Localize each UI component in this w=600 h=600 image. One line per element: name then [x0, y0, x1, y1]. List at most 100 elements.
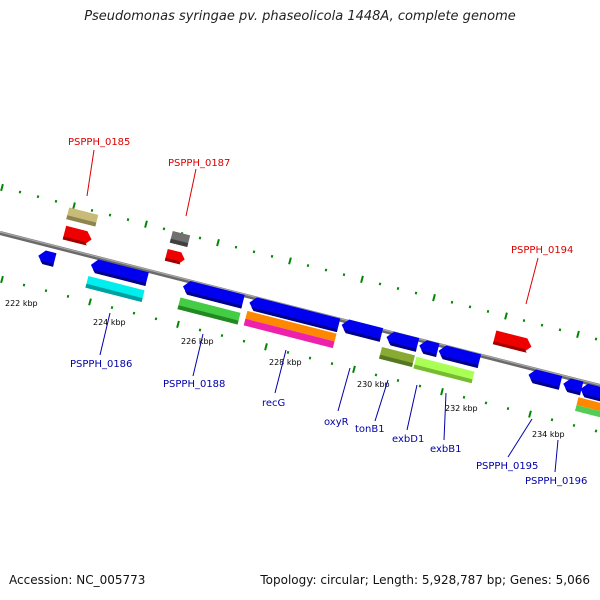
tick-mark — [252, 250, 256, 254]
map-title: Pseudomonas syringae pv. phaseolicola 14… — [84, 9, 516, 24]
tick-mark — [396, 287, 400, 290]
tick-mark — [528, 410, 532, 418]
gene-feature-pspph-0185-b[interactable] — [62, 225, 94, 246]
tick-mark — [572, 423, 576, 427]
tick-mark — [308, 356, 312, 360]
tick-mark — [506, 407, 510, 411]
tick-mark — [374, 373, 378, 377]
label-leader-line — [192, 333, 204, 377]
gene-feature-pspph-0186-b[interactable] — [85, 276, 145, 302]
gene-feature-recg-a[interactable] — [248, 296, 341, 333]
kbp-tick-label: 232 kbp — [445, 404, 478, 413]
tick-mark — [378, 282, 382, 286]
tick-mark — [484, 401, 488, 405]
gene-feature-tonb1-b[interactable] — [379, 346, 415, 368]
gene-feature-pspph-0188-b[interactable] — [177, 297, 241, 325]
gene-label-pspph-0187[interactable]: PSPPH_0187 — [168, 158, 230, 169]
gene-feature-tonb1[interactable] — [385, 330, 420, 352]
tick-mark — [396, 379, 400, 382]
tick-mark — [594, 337, 598, 341]
gene-feature-pspph-0196-b[interactable] — [579, 382, 600, 403]
tick-mark — [360, 275, 364, 283]
label-leader-line — [507, 418, 533, 458]
tick-mark — [198, 328, 202, 332]
tick-mark — [418, 384, 422, 388]
gene-label-pspph-0186[interactable]: PSPPH_0186 — [70, 359, 132, 370]
gene-feature-exbd1[interactable] — [418, 339, 440, 358]
tick-mark — [468, 305, 472, 309]
tick-mark — [54, 199, 58, 203]
tick-mark — [90, 208, 94, 212]
label-leader-line — [374, 379, 389, 422]
tick-mark — [414, 291, 418, 295]
label-leader-line — [443, 392, 447, 441]
gene-label-pspph-0196[interactable]: PSPPH_0196 — [525, 476, 587, 487]
gene-feature-oxyr[interactable] — [340, 318, 384, 342]
reverse-labels: PSPPH_0186 PSPPH_0188 recG oxyR tonB1 ex… — [70, 312, 587, 487]
accession-label: Accession: NC_005773 — [9, 573, 146, 587]
gene-feature-cds-221k[interactable] — [37, 249, 57, 267]
label-leader-line — [525, 257, 539, 305]
gene-feature-exbb1-b[interactable] — [413, 356, 475, 384]
gene-feature-pspph-0196-a[interactable] — [562, 377, 584, 396]
gene-label-exbd1[interactable]: exbD1 — [392, 434, 424, 445]
tick-mark — [264, 343, 268, 351]
gene-label-pspph-0194[interactable]: PSPPH_0194 — [511, 245, 573, 256]
gene-feature-pspph-0185-a[interactable] — [66, 207, 99, 227]
gene-label-pspph-0188[interactable]: PSPPH_0188 — [163, 379, 225, 390]
gene-feature-pspph-0196-c[interactable] — [575, 397, 600, 419]
label-leader-line — [99, 312, 111, 356]
tick-mark — [352, 365, 356, 373]
tick-mark — [576, 330, 580, 339]
kbp-tick-label: 226 kbp — [181, 337, 214, 346]
gene-feature-pspph-0194[interactable] — [492, 330, 533, 354]
tick-mark — [198, 236, 202, 240]
tick-mark — [270, 254, 274, 258]
gene-feature-pspph-0187-b[interactable] — [164, 248, 186, 265]
gene-label-recg[interactable]: recG — [262, 398, 285, 409]
gene-feature-pspph-0186-a[interactable] — [89, 258, 149, 286]
tick-mark — [108, 213, 112, 217]
tick-mark — [342, 273, 346, 277]
tick-mark — [162, 227, 166, 231]
tick-mark — [0, 183, 4, 192]
tick-mark — [286, 350, 290, 354]
gene-label-pspph-0185[interactable]: PSPPH_0185 — [68, 137, 130, 148]
label-leader-line — [274, 349, 287, 394]
tick-mark — [88, 298, 92, 306]
tick-mark — [540, 323, 544, 327]
gene-feature-pspph-0188-a[interactable] — [181, 280, 245, 309]
kbp-tick-label: 234 kbp — [532, 430, 565, 439]
label-leader-line — [86, 149, 95, 197]
tick-mark — [66, 294, 70, 298]
tick-mark — [126, 218, 130, 222]
tick-mark — [216, 238, 220, 247]
label-leader-line — [554, 439, 559, 473]
label-leader-line — [185, 168, 197, 217]
tick-mark — [330, 362, 334, 366]
kbp-tick-label: 222 kbp — [5, 299, 38, 308]
tick-mark — [110, 306, 114, 310]
tick-mark — [462, 395, 466, 399]
tick-mark — [440, 388, 444, 396]
gene-feature-exbb1[interactable] — [437, 344, 482, 368]
gene-feature-pspph-0195[interactable] — [527, 368, 563, 390]
kbp-tick-label: 230 kbp — [357, 380, 390, 389]
tick-mark — [242, 339, 246, 343]
kbp-tick-label: 228 kbp — [269, 358, 302, 367]
gene-label-tonb1[interactable]: tonB1 — [355, 424, 385, 435]
tick-mark — [450, 300, 454, 304]
tick-mark — [558, 328, 562, 332]
gene-label-exbb1[interactable]: exbB1 — [430, 444, 461, 455]
tick-mark — [144, 220, 148, 228]
tick-mark — [324, 268, 328, 272]
gene-label-pspph-0195[interactable]: PSPPH_0195 — [476, 461, 538, 472]
tick-mark — [220, 334, 224, 338]
tick-mark — [486, 309, 490, 313]
tick-mark — [132, 311, 136, 315]
tick-mark — [504, 312, 508, 320]
gene-feature-pspph-0187-a[interactable] — [169, 230, 191, 248]
gene-label-oxyr[interactable]: oxyR — [324, 417, 349, 428]
gene-feature-recg-b[interactable] — [243, 310, 337, 349]
